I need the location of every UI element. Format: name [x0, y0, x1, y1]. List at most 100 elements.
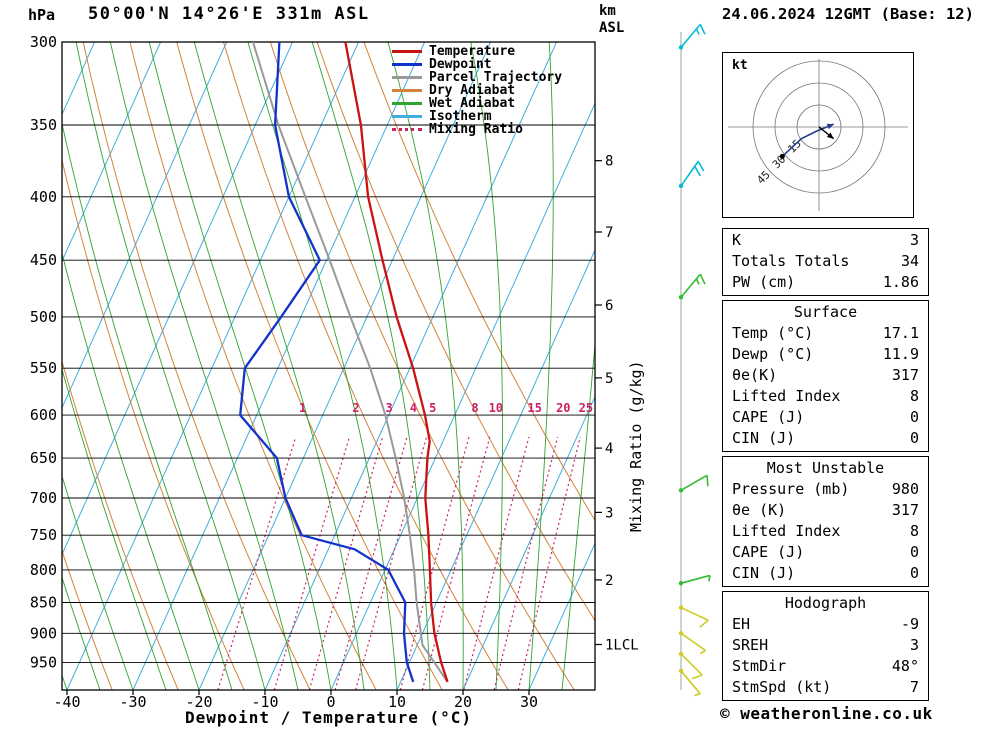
stat-value: 8	[909, 522, 919, 540]
svg-text:0: 0	[326, 693, 335, 711]
legend-swatch	[392, 102, 422, 105]
legend-label: Dry Adiabat	[429, 83, 516, 98]
stats-row: Pressure (mb) 980	[723, 479, 928, 500]
stats-row: CAPE (J) 0	[723, 407, 928, 428]
stat-label: Totals Totals	[732, 252, 850, 270]
svg-text:450: 450	[30, 251, 57, 269]
svg-text:750: 750	[30, 526, 57, 544]
legend-label: Dewpoint	[429, 57, 492, 72]
legend-row: Parcel Trajectory	[392, 70, 563, 85]
legend-row: Wet Adiabat	[392, 96, 562, 111]
svg-text:350: 350	[30, 116, 57, 134]
stats-row: CIN (J) 0	[723, 428, 928, 449]
stat-value: 48°	[891, 657, 919, 675]
stat-value: 11.9	[882, 345, 919, 363]
svg-text:950: 950	[30, 653, 57, 671]
stat-label: CIN (J)	[732, 429, 796, 447]
svg-text:1LCL: 1LCL	[605, 638, 639, 654]
stat-value: 7	[909, 678, 919, 696]
stat-value: 1.86	[882, 273, 919, 291]
stats-box-title: Hodograph	[784, 594, 867, 612]
svg-text:30: 30	[520, 693, 538, 711]
svg-text:4: 4	[605, 441, 613, 457]
km-asl-axis-label: km ASL	[599, 3, 624, 37]
stats-box: Most Unstable Pressure (mb) 980 θe (K) 317 Li…	[722, 456, 929, 587]
svg-text:600: 600	[30, 406, 57, 424]
legend-row: Dry Adiabat	[392, 83, 562, 98]
stat-value: 17.1	[882, 324, 919, 342]
svg-text:7: 7	[605, 225, 613, 241]
svg-text:800: 800	[30, 561, 57, 579]
svg-text:8: 8	[471, 401, 478, 415]
svg-text:5: 5	[605, 371, 613, 387]
stat-value: 3	[909, 636, 919, 654]
svg-text:850: 850	[30, 594, 57, 612]
svg-text:3: 3	[385, 401, 392, 415]
skewt-chart: 1 2 3 4 5 8 10 15 20 2530035040045050055060065070…	[30, 23, 711, 711]
legend-row: Mixing Ratio	[392, 122, 562, 137]
legend-label: Parcel Trajectory	[429, 70, 563, 85]
stat-label: Lifted Index	[732, 522, 841, 540]
svg-text:3: 3	[605, 505, 613, 521]
svg-text:8: 8	[605, 154, 613, 170]
svg-text:25: 25	[579, 401, 593, 415]
legend-row: Dewpoint	[392, 57, 562, 72]
date-label: 24.06.2024 12GMT (Base: 12)	[722, 5, 974, 23]
pressure-unit-label: hPa	[28, 6, 56, 24]
stats-box: Surface Temp (°C) 17.1 Dewp (°C) 11.9 θe(K) 31…	[722, 300, 929, 452]
stats-row: Dewp (°C) 11.9	[723, 344, 928, 365]
stat-label: PW (cm)	[732, 273, 796, 291]
stat-label: StmSpd (kt)	[732, 678, 832, 696]
stat-value: 0	[909, 408, 919, 426]
svg-text:-10: -10	[251, 693, 278, 711]
stat-label: Lifted Index	[732, 387, 841, 405]
stats-row: StmSpd (kt) 7	[723, 677, 928, 698]
stats-row: θe(K) 317	[723, 365, 928, 386]
stat-label: SREH	[732, 636, 769, 654]
svg-text:20: 20	[454, 693, 472, 711]
chart-legend: Temperature Dewpoint Parcel Trajectory Dry …	[392, 44, 563, 137]
svg-text:4: 4	[410, 401, 417, 415]
stat-value: 34	[900, 252, 919, 270]
stats-row: Temp (°C) 17.1	[723, 323, 928, 344]
svg-text:650: 650	[30, 449, 57, 467]
legend-label: Mixing Ratio	[429, 122, 523, 137]
stats-row: PW (cm) 1.86	[723, 272, 928, 293]
legend-row: Isotherm	[392, 109, 562, 124]
svg-text:900: 900	[30, 624, 57, 642]
svg-text:15: 15	[527, 401, 541, 415]
svg-text:2: 2	[605, 573, 613, 589]
stat-label: K	[732, 231, 742, 249]
stat-label: EH	[732, 615, 751, 633]
stat-value: 317	[891, 501, 919, 519]
stat-value: 317	[891, 366, 919, 384]
stat-value: -9	[900, 615, 919, 633]
stat-value: 3	[909, 231, 919, 249]
stat-label: CAPE (J)	[732, 543, 805, 561]
asl-label: ASL	[599, 20, 625, 36]
stat-label: Pressure (mb)	[732, 480, 850, 498]
svg-text:1: 1	[299, 401, 306, 415]
svg-text:-30: -30	[119, 693, 146, 711]
svg-text:300: 300	[30, 33, 57, 51]
legend-label: Isotherm	[429, 109, 492, 124]
svg-text:700: 700	[30, 489, 57, 507]
legend-swatch	[392, 63, 422, 66]
stat-label: Dewp (°C)	[732, 345, 814, 363]
svg-text:20: 20	[556, 401, 570, 415]
svg-text:10: 10	[388, 693, 406, 711]
stat-label: Temp (°C)	[732, 324, 814, 342]
legend-swatch	[392, 128, 422, 131]
stats-row: CAPE (J) 0	[723, 542, 928, 563]
stats-row: θe (K) 317	[723, 500, 928, 521]
legend-swatch	[392, 89, 422, 92]
stat-value: 0	[909, 429, 919, 447]
stats-row: Totals Totals 34	[723, 251, 928, 272]
svg-text:400: 400	[30, 188, 57, 206]
legend-label: Wet Adiabat	[429, 96, 516, 111]
svg-text:6: 6	[605, 298, 613, 314]
svg-text:10: 10	[489, 401, 503, 415]
